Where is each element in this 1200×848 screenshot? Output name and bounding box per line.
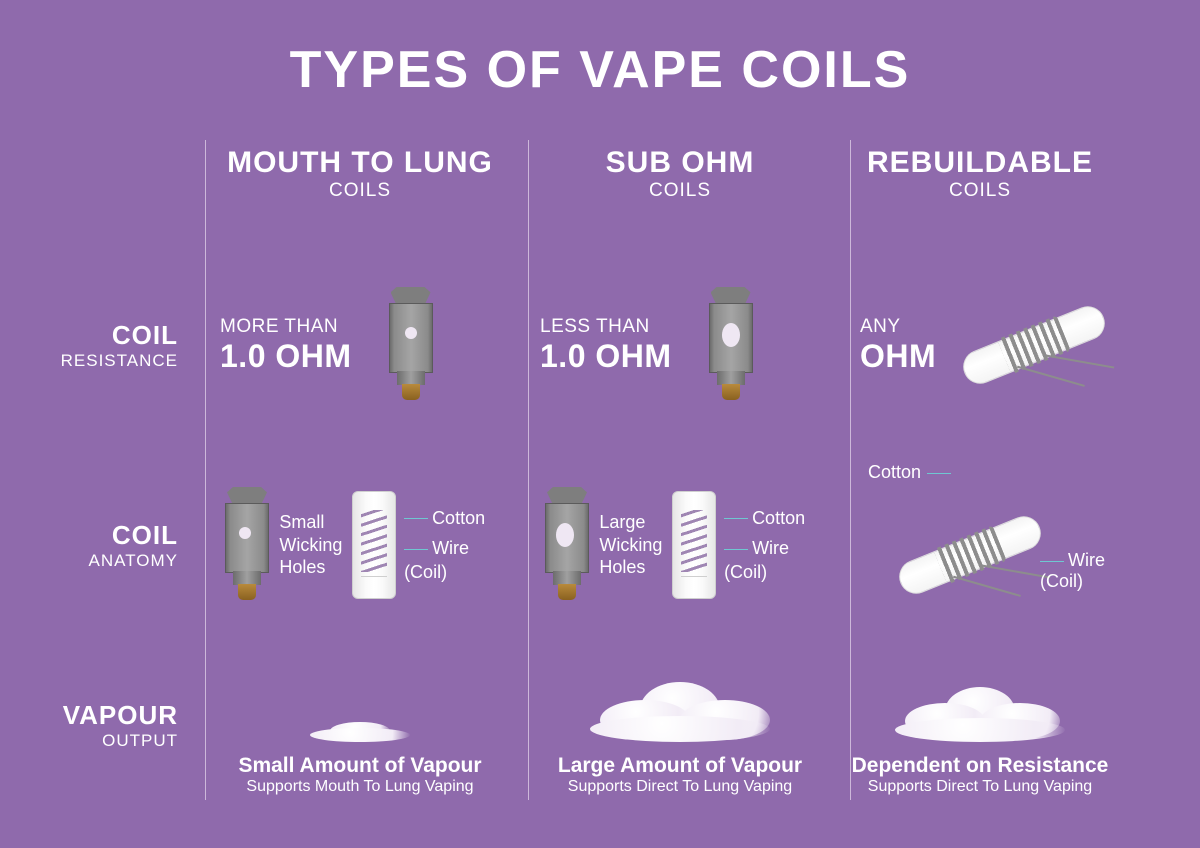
infographic-canvas: TYPES OF VAPE COILS MOUTH TO LUNG COILS … xyxy=(0,0,1200,848)
vapour-amount: Large Amount of Vapour xyxy=(558,754,802,778)
cell-anatomy-subohm: Large Wicking Holes Cotton Wire (Coil) xyxy=(520,440,840,650)
header-line1: MOUTH TO LUNG xyxy=(227,146,493,180)
coil-head-icon xyxy=(702,285,760,405)
cell-resistance-subohm: LESS THAN 1.0 OHM xyxy=(520,250,840,440)
coil-cutaway-icon xyxy=(352,491,396,599)
label-line2: OUTPUT xyxy=(102,731,178,751)
header-line1: REBUILDABLE xyxy=(867,146,1093,180)
resistance-value: OHM xyxy=(860,338,936,375)
cell-anatomy-rebuild: Cotton Wire (Coil) xyxy=(840,440,1120,650)
vapour-style: Supports Direct To Lung Vaping xyxy=(852,778,1109,796)
page-title: TYPES OF VAPE COILS xyxy=(50,40,1150,100)
column-header-subohm: SUB OHM COILS xyxy=(520,140,840,250)
cotton-label: Cotton xyxy=(432,508,485,528)
cell-vapour-mtl: Small Amount of Vapour Supports Mouth To… xyxy=(200,650,520,800)
row-label-vapour: VAPOUR OUTPUT xyxy=(50,650,200,800)
part-labels: Cotton Wire (Coil) xyxy=(404,506,508,585)
cell-anatomy-mtl: Small Wicking Holes Cotton Wire (Coil) xyxy=(200,440,520,650)
cloud-icon xyxy=(880,687,1080,742)
vapour-amount: Dependent on Resistance xyxy=(852,754,1109,778)
cloud-icon xyxy=(295,718,425,742)
header-line2: COILS xyxy=(949,180,1011,202)
wicking-label: Large Wicking Holes xyxy=(599,511,663,579)
row-label-anatomy: COIL ANATOMY xyxy=(50,440,200,650)
resistance-qualifier: ANY xyxy=(860,316,936,338)
cell-vapour-rebuild: Dependent on Resistance Supports Direct … xyxy=(840,650,1120,800)
vapour-amount: Small Amount of Vapour xyxy=(238,754,481,778)
coil-head-icon xyxy=(382,285,440,405)
label-line1: COIL xyxy=(112,320,178,351)
rebuildable-coil-icon xyxy=(948,285,1120,405)
wire-label: Wire (Coil) xyxy=(1040,550,1105,591)
comparison-grid: MOUTH TO LUNG COILS SUB OHM COILS REBUIL… xyxy=(50,140,1150,800)
wicking-label: Small Wicking Holes xyxy=(279,511,343,579)
label-line1: COIL xyxy=(112,520,178,551)
resistance-qualifier: MORE THAN xyxy=(220,316,352,338)
label-line2: ANATOMY xyxy=(89,551,179,571)
cotton-label: Cotton xyxy=(752,508,805,528)
resistance-qualifier: LESS THAN xyxy=(540,316,672,338)
label-line2: RESISTANCE xyxy=(61,351,178,371)
column-header-rebuild: REBUILDABLE COILS xyxy=(840,140,1120,250)
cell-vapour-subohm: Large Amount of Vapour Supports Direct T… xyxy=(520,650,840,800)
coil-head-icon xyxy=(218,485,271,605)
header-line2: COILS xyxy=(329,180,391,202)
vapour-style: Supports Direct To Lung Vaping xyxy=(558,778,802,796)
cotton-label: Cotton xyxy=(868,462,921,482)
cell-resistance-rebuild: ANY OHM xyxy=(840,250,1120,440)
rebuildable-coil-icon xyxy=(880,495,1060,615)
row-label-resistance: COIL RESISTANCE xyxy=(50,250,200,440)
coil-head-icon xyxy=(538,485,591,605)
header-line2: COILS xyxy=(649,180,711,202)
column-header-mtl: MOUTH TO LUNG COILS xyxy=(200,140,520,250)
wire-label: Wire (Coil) xyxy=(724,538,789,582)
vapour-style: Supports Mouth To Lung Vaping xyxy=(238,778,481,796)
coil-cutaway-icon xyxy=(672,491,716,599)
resistance-value: 1.0 OHM xyxy=(220,338,352,375)
cloud-icon xyxy=(580,682,780,742)
cell-resistance-mtl: MORE THAN 1.0 OHM xyxy=(200,250,520,440)
wire-label: Wire (Coil) xyxy=(404,538,469,582)
spacer xyxy=(50,140,200,250)
label-line1: VAPOUR xyxy=(63,700,178,731)
header-line1: SUB OHM xyxy=(606,146,755,180)
resistance-value: 1.0 OHM xyxy=(540,338,672,375)
part-labels: Cotton Wire (Coil) xyxy=(724,506,828,585)
